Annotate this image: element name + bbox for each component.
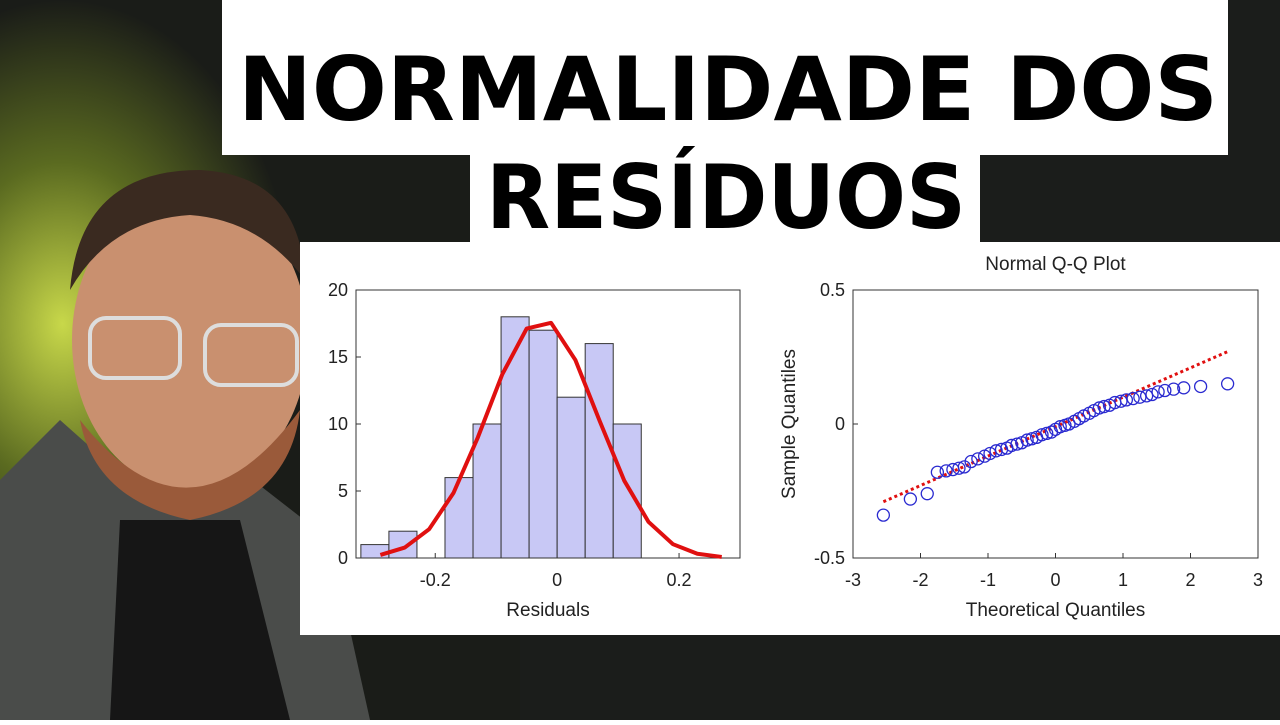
y-tick-label: 0 [338, 548, 348, 568]
x-tick-label: -3 [845, 570, 861, 590]
title-box [222, 0, 1228, 155]
qq-point [952, 461, 966, 475]
qq-point [939, 464, 953, 478]
beard [80, 410, 300, 520]
bar [472, 423, 502, 559]
glasses-left [88, 316, 182, 380]
x-tick-label: -0.2 [420, 570, 451, 590]
qq-point [1166, 382, 1181, 396]
x-axis-label: Theoretical Quantiles [966, 600, 1146, 621]
qq-point [964, 454, 978, 469]
bar [360, 544, 390, 559]
qq-point [1126, 391, 1140, 406]
x-tick-label: -1 [980, 570, 996, 590]
qq-point [1151, 385, 1165, 399]
qq-point [1220, 377, 1235, 391]
qq-point [1004, 438, 1019, 453]
x-tick-label: -2 [912, 570, 928, 590]
bar [388, 530, 418, 559]
y-tick-label: 0 [835, 414, 845, 434]
x-axis-label: Residuals [506, 600, 589, 621]
x-tick-label: 3 [1253, 570, 1263, 590]
density-curve [379, 320, 722, 559]
qq-point [971, 452, 985, 466]
y-tick-label: 5 [338, 481, 348, 501]
qq-point [1139, 389, 1154, 403]
shirt [110, 520, 290, 720]
x-tick-label: 1 [1118, 570, 1128, 590]
hair [70, 170, 305, 290]
qq-point [983, 446, 997, 461]
face [72, 190, 308, 490]
x-tick-label: 0 [1050, 570, 1060, 590]
bar [556, 396, 586, 559]
qq-point [1177, 381, 1191, 395]
bar [528, 329, 558, 559]
x-tick-label: 0.2 [667, 570, 692, 590]
bar [612, 423, 642, 559]
qq-point [1114, 394, 1128, 408]
qq-point [903, 492, 918, 506]
y-tick-label: 15 [328, 347, 348, 367]
bar [584, 343, 614, 559]
qq-point [1193, 379, 1208, 394]
glasses-right [203, 323, 299, 387]
y-tick-label: 10 [328, 414, 348, 434]
qq-point [1145, 387, 1159, 402]
qq-point [1133, 390, 1147, 404]
presenter [0, 170, 370, 720]
bar [444, 477, 474, 559]
qq-point [1158, 383, 1172, 398]
qq-point [920, 487, 934, 501]
y-tick-label: 0.5 [820, 280, 845, 300]
y-tick-label: -0.5 [814, 548, 845, 568]
y-axis-label: Sample Quantiles [779, 349, 800, 499]
title-box [470, 150, 980, 242]
qq-point [876, 508, 891, 522]
bar [500, 316, 530, 559]
chart-title: Normal Q-Q Plot [985, 254, 1126, 275]
x-tick-label: 2 [1185, 570, 1195, 590]
qq-point [930, 465, 945, 479]
thumbnail-title: NORMALIDADE DOS [238, 38, 1218, 141]
qq-point [1119, 393, 1134, 407]
x-tick-label: 0 [552, 570, 562, 590]
thumbnail-title: RESÍDUOS [486, 146, 966, 249]
y-tick-label: 20 [328, 280, 348, 300]
